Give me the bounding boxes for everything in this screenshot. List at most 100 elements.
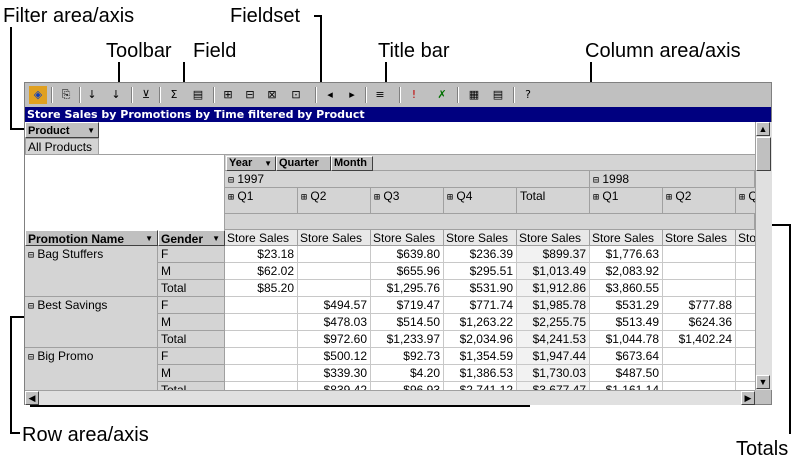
field-list-icon[interactable]: ▦ — [468, 88, 480, 101]
dropdown-icon[interactable]: ▼ — [212, 234, 220, 243]
autofilter-icon[interactable]: ⊻ — [141, 88, 151, 101]
store-sales-cell[interactable]: $23.18 — [225, 246, 298, 263]
store-sales-cell[interactable]: $494.57 — [298, 297, 371, 314]
store-sales-cell[interactable] — [225, 331, 298, 348]
store-sales-cell[interactable]: $2,741.12 — [444, 382, 517, 390]
store-sales-cell[interactable]: $500.12 — [298, 348, 371, 365]
store-sales-cell[interactable]: $655.96 — [371, 263, 444, 280]
year-header-1998[interactable]: ⊟ 1998 — [590, 171, 755, 188]
copy-icon[interactable]: ⎘ — [61, 88, 71, 101]
dropdown-icon[interactable]: ▼ — [264, 159, 272, 168]
store-sales-cell[interactable]: $1,730.03 — [517, 365, 590, 382]
export-excel-icon[interactable]: ✗ — [437, 88, 447, 101]
store-sales-cell[interactable]: $2,083.92 — [590, 263, 663, 280]
store-sales-cell[interactable]: $4,241.53 — [517, 331, 590, 348]
dropdown-icon[interactable]: ▼ — [145, 234, 153, 243]
collapse-icon[interactable]: ⊟ — [228, 175, 235, 186]
gender-cell[interactable]: Total — [158, 280, 225, 297]
gender-cell[interactable]: Total — [158, 382, 225, 390]
store-sales-header[interactable]: Store Sales — [444, 230, 517, 246]
store-sales-cell[interactable]: $295.51 — [444, 263, 517, 280]
store-sales-cell[interactable] — [736, 280, 755, 297]
store-sales-header[interactable]: Store Sales — [517, 230, 590, 246]
store-sales-cell[interactable]: $96.93 — [371, 382, 444, 390]
move-right-icon[interactable]: ▸ — [349, 88, 355, 101]
vertical-scrollbar[interactable]: ▲ ▼ — [755, 122, 772, 390]
store-sales-cell[interactable] — [663, 382, 736, 390]
store-sales-cell[interactable] — [663, 365, 736, 382]
store-sales-cell[interactable]: $478.03 — [298, 314, 371, 331]
store-sales-cell[interactable] — [736, 263, 755, 280]
gender-cell[interactable]: F — [158, 297, 225, 314]
scroll-right-icon[interactable]: ▶ — [741, 391, 755, 405]
year-field-button[interactable]: Year ▼ — [226, 156, 276, 171]
quarter-header-q2[interactable]: ⊞ Q2 — [298, 188, 371, 214]
store-sales-cell[interactable] — [663, 348, 736, 365]
office-logo-icon[interactable]: ◈ — [29, 86, 47, 104]
store-sales-cell[interactable] — [663, 246, 736, 263]
quarter-header-q3[interactable]: ⊞ Q3 — [371, 188, 444, 214]
store-sales-cell[interactable]: $972.60 — [298, 331, 371, 348]
store-sales-cell[interactable]: $1,263.22 — [444, 314, 517, 331]
promotion-group-2[interactable]: ⊟ Big Promo — [25, 348, 158, 390]
promotion-group-1[interactable]: ⊟ Best Savings — [25, 297, 158, 348]
quarter-header-total[interactable]: Total — [517, 188, 590, 214]
store-sales-cell[interactable]: $673.64 — [590, 348, 663, 365]
store-sales-cell[interactable]: $1,161.14 — [590, 382, 663, 390]
store-sales-cell[interactable] — [225, 348, 298, 365]
help-icon[interactable]: ? — [525, 88, 531, 101]
year-header-1997[interactable]: ⊟ 1997 — [225, 171, 590, 188]
gender-cell[interactable]: M — [158, 365, 225, 382]
horizontal-scrollbar[interactable]: ◀ ▶ — [25, 390, 755, 405]
store-sales-cell[interactable]: $92.73 — [371, 348, 444, 365]
store-sales-cell[interactable] — [298, 280, 371, 297]
store-sales-cell[interactable]: $639.80 — [371, 246, 444, 263]
refresh-icon[interactable]: ! — [411, 88, 417, 101]
store-sales-cell[interactable]: $1,295.76 — [371, 280, 444, 297]
scroll-up-icon[interactable]: ▲ — [756, 122, 770, 136]
collapse-icon[interactable]: ⊞ — [223, 88, 233, 101]
quarter-header-q2[interactable]: ⊞ Q2 — [663, 188, 736, 214]
store-sales-cell[interactable] — [298, 246, 371, 263]
show-details-icon[interactable]: ⊡ — [291, 88, 301, 101]
store-sales-header[interactable]: Store Sales — [298, 230, 371, 246]
store-sales-cell[interactable]: $777.88 — [663, 297, 736, 314]
store-sales-cell[interactable]: $1,912.86 — [517, 280, 590, 297]
gender-cell[interactable]: M — [158, 263, 225, 280]
store-sales-cell[interactable]: $62.02 — [225, 263, 298, 280]
expand-icon[interactable]: ⊞ — [666, 192, 673, 203]
hide-details-icon[interactable]: ⊠ — [267, 88, 277, 101]
store-sales-cell[interactable] — [736, 314, 755, 331]
store-sales-cell[interactable] — [663, 263, 736, 280]
property-toolbox-icon[interactable]: ≡ — [375, 88, 385, 101]
store-sales-cell[interactable]: $771.74 — [444, 297, 517, 314]
store-sales-cell[interactable]: $2,034.96 — [444, 331, 517, 348]
store-sales-cell[interactable]: $514.50 — [371, 314, 444, 331]
quarter-header-q1[interactable]: ⊞ Q1 — [225, 188, 298, 214]
store-sales-cell[interactable] — [225, 314, 298, 331]
subtotal-icon[interactable]: ▤ — [192, 88, 204, 101]
month-field-button[interactable]: Month — [331, 156, 373, 171]
gender-cell[interactable]: Total — [158, 331, 225, 348]
filter-field-button[interactable]: Product ▼ — [25, 122, 99, 138]
store-sales-cell[interactable]: $513.49 — [590, 314, 663, 331]
store-sales-cell[interactable] — [225, 297, 298, 314]
quarter-header-q[interactable]: ⊞ Q — [736, 188, 755, 214]
store-sales-cell[interactable] — [736, 331, 755, 348]
store-sales-cell[interactable]: $719.47 — [371, 297, 444, 314]
collapse-icon[interactable]: ⊟ — [593, 175, 600, 186]
store-sales-cell[interactable] — [225, 365, 298, 382]
sort-descending-icon[interactable]: ↓ — [111, 88, 121, 101]
expand-icon[interactable]: ⊟ — [245, 88, 255, 101]
store-sales-cell[interactable]: $1,354.59 — [444, 348, 517, 365]
collapse-icon[interactable]: ⊟ — [28, 250, 35, 261]
store-sales-cell[interactable]: $1,233.97 — [371, 331, 444, 348]
store-sales-cell[interactable]: $2,255.75 — [517, 314, 590, 331]
store-sales-cell[interactable]: $1,402.24 — [663, 331, 736, 348]
store-sales-cell[interactable] — [736, 348, 755, 365]
store-sales-cell[interactable] — [663, 280, 736, 297]
autocalc-icon[interactable]: Σ — [170, 88, 178, 101]
store-sales-cell[interactable]: $1,044.78 — [590, 331, 663, 348]
store-sales-cell[interactable]: $1,386.53 — [444, 365, 517, 382]
expand-icon[interactable]: ⊞ — [447, 192, 454, 203]
